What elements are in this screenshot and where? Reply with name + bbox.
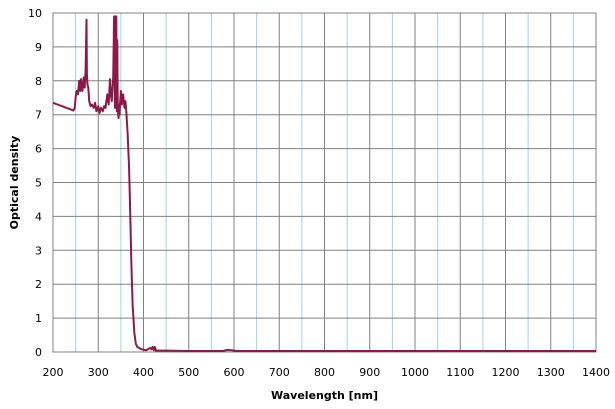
x-tick-label-500: 500	[178, 366, 199, 379]
y-tick-label-10: 10	[28, 7, 42, 20]
y-tick-label-5: 5	[35, 177, 42, 190]
y-axis-tick-labels: 0 1 2 3 4 5 6 7 8 9 10	[28, 7, 42, 359]
series-line-optical-density	[52, 15, 596, 352]
y-tick-label-4: 4	[35, 210, 42, 223]
y-tick-label-2: 2	[35, 278, 42, 291]
x-tick-label-600: 600	[224, 366, 245, 379]
x-tick-label-1200: 1200	[492, 366, 520, 379]
x-tick-label-1300: 1300	[537, 366, 565, 379]
y-tick-label-3: 3	[35, 244, 42, 257]
x-tick-label-200: 200	[43, 366, 64, 379]
major-gridlines	[52, 12, 597, 353]
y-axis-title: Optical density	[8, 136, 21, 230]
x-tick-label-400: 400	[133, 366, 154, 379]
y-tick-label-9: 9	[35, 41, 42, 54]
x-tick-label-700: 700	[269, 366, 290, 379]
x-tick-label-1400: 1400	[582, 366, 610, 379]
x-tick-label-800: 800	[314, 366, 335, 379]
y-tick-label-1: 1	[35, 312, 42, 325]
x-tick-label-300: 300	[88, 366, 109, 379]
x-axis-title: Wavelength [nm]	[271, 389, 378, 402]
y-tick-label-8: 8	[35, 75, 42, 88]
y-tick-label-6: 6	[35, 143, 42, 156]
y-tick-label-0: 0	[35, 346, 42, 359]
x-axis-tick-labels: 200 300 400 500 600 700 800 900 1000 1100 1200 1300…	[43, 366, 611, 379]
y-tick-label-7: 7	[35, 109, 42, 122]
x-tick-label-1100: 1100	[446, 366, 474, 379]
x-tick-label-1000: 1000	[401, 366, 429, 379]
x-tick-label-900: 900	[359, 366, 380, 379]
